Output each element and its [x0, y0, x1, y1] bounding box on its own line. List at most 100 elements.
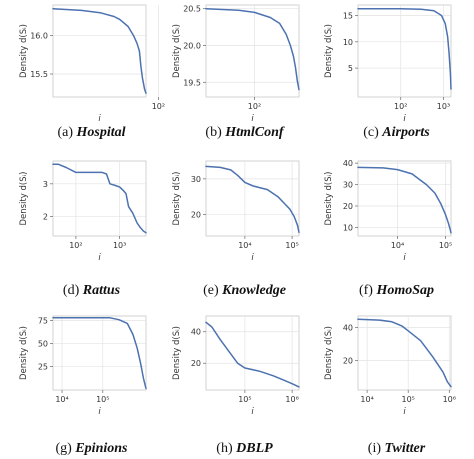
y-tick-label: 50 [38, 340, 48, 349]
y-axis-label: Density d(Sᵢ) [19, 24, 29, 78]
panel-dblp: 10⁵ 10⁶ 20 40 i Density d(Sᵢ) (h) DBLP [172, 315, 300, 456]
plot-area [52, 4, 147, 98]
subfigure-caption: (c) Airports [363, 125, 430, 140]
panel-homosap: 10⁴ 10⁵ 10 20 30 40 i Density d(Sᵢ) (f) HomoSap [324, 159, 452, 298]
y-tick-label: 10 [343, 223, 353, 232]
subfigure-caption: (e) Knowledge [203, 283, 286, 298]
panel-rattus: 10² 10³ 2 3 i Density d(Sᵢ) (d) Rattus [19, 160, 147, 298]
caption-letter: (b) [205, 125, 222, 140]
x-tick-label: 10² [248, 102, 261, 111]
caption-letter: (d) [63, 283, 80, 298]
y-tick-label: 5 [348, 64, 353, 73]
y-tick-label: 75 [38, 317, 48, 326]
y-tick-label: 15 [343, 12, 353, 21]
caption-name: DBLP [235, 441, 273, 456]
x-axis-label: i [403, 253, 406, 263]
x-axis-label: i [98, 253, 101, 263]
y-axis-label: Density d(Sᵢ) [19, 172, 29, 226]
subfigure-caption: (g) Epinions [56, 441, 129, 456]
x-tick-label: 10⁶ [285, 395, 298, 404]
caption-letter: (f) [359, 283, 373, 298]
caption-letter: (e) [203, 283, 219, 298]
y-tick-label: 40 [343, 324, 353, 333]
subfigure-caption: (b) HtmlConf [205, 125, 285, 140]
y-tick-label: 2 [43, 212, 48, 221]
plot-area [205, 4, 300, 98]
y-tick-label: 20.5 [183, 5, 201, 14]
panel-airports: 10² 10³ 5 10 15 i Density d(Sᵢ) (c) Airports [324, 4, 452, 140]
y-tick-label: 20.0 [183, 41, 201, 50]
plot-area [52, 315, 147, 391]
y-axis-label: Density d(Sᵢ) [172, 172, 182, 226]
y-tick-label: 20 [343, 356, 353, 365]
series-line [205, 7, 300, 91]
panel-htmlconf: 10² 19.5 20.0 20.5 i Density d(Sᵢ) (b) HtmlCon… [172, 4, 300, 140]
caption-letter: (g) [56, 441, 73, 456]
panel-epinions: 10⁴ 10⁵ 25 50 75 i Density d(Sᵢ) (g) Epinions [19, 315, 147, 456]
y-axis-label: Density d(Sᵢ) [324, 24, 334, 78]
y-tick-label: 40 [343, 159, 353, 168]
caption-name: HomoSap [375, 283, 434, 298]
caption-name: Knowledge [221, 283, 286, 298]
x-axis-label: i [98, 114, 101, 124]
series-line [52, 317, 147, 390]
y-tick-label: 20 [191, 359, 201, 368]
caption-name: Twitter [385, 441, 426, 456]
y-axis-label: Density d(Sᵢ) [172, 326, 182, 380]
x-tick-label: 10² [152, 102, 165, 111]
panel-hospital: 10² 15.5 16.0 i Density d(Sᵢ) (a) Hospital [19, 4, 165, 140]
x-tick-label: 10² [69, 241, 82, 250]
x-tick-label: 10⁴ [238, 241, 251, 250]
x-axis-label: i [251, 407, 254, 417]
series-line [357, 7, 452, 90]
plot-area [52, 160, 147, 237]
series-line [52, 8, 147, 94]
y-tick-label: 20 [191, 211, 201, 220]
caption-name: Airports [381, 125, 430, 140]
subfigure-caption: (h) DBLP [216, 441, 273, 456]
x-axis-label: i [251, 253, 254, 263]
x-tick-label: 10³ [113, 241, 126, 250]
caption-name: Hospital [76, 125, 126, 140]
caption-letter: (a) [57, 125, 73, 140]
x-tick-label: 10⁴ [360, 395, 373, 404]
x-tick-label: 10⁴ [55, 395, 68, 404]
x-tick-label: 10² [394, 102, 407, 111]
caption-letter: (i) [368, 441, 382, 456]
caption-letter: (h) [216, 441, 233, 456]
y-tick-label: 20 [343, 202, 353, 211]
plot-area [357, 160, 452, 237]
y-tick-label: 15.5 [30, 70, 48, 79]
series-line [205, 321, 300, 388]
x-axis-label: i [251, 114, 254, 124]
subfigure-caption: (d) Rattus [63, 283, 121, 298]
caption-letter: (c) [363, 125, 379, 140]
y-tick-label: 19.5 [183, 78, 201, 87]
caption-name: Epinions [74, 441, 128, 456]
y-tick-label: 3 [43, 180, 48, 189]
x-tick-label: 10⁵ [439, 241, 452, 250]
x-axis-label: i [403, 114, 406, 124]
x-axis-label: i [403, 407, 406, 417]
y-tick-label: 40 [191, 328, 201, 337]
y-axis-label: Density d(Sᵢ) [172, 24, 182, 78]
x-tick-label: 10⁵ [402, 395, 415, 404]
series-line [52, 163, 147, 234]
x-axis-label: i [98, 407, 101, 417]
series-line [357, 166, 452, 234]
x-tick-label: 10³ [437, 102, 450, 111]
plot-area [357, 4, 452, 98]
caption-name: Rattus [82, 283, 121, 298]
series-line [357, 318, 452, 388]
x-tick-label: 10⁵ [285, 241, 298, 250]
x-tick-label: 10⁶ [443, 395, 456, 404]
panel-twitter: 10⁴ 10⁵ 10⁶ 20 40 i Density d(Sᵢ) (i) Twitter [324, 315, 456, 456]
panel-knowledge: 10⁴ 10⁵ 20 30 i Density d(Sᵢ) (e) Knowledge [172, 160, 300, 298]
plot-area [205, 160, 300, 237]
plot-area [205, 315, 300, 391]
x-tick-label: 10⁵ [96, 395, 109, 404]
y-axis-label: Density d(Sᵢ) [19, 326, 29, 380]
y-tick-label: 25 [38, 363, 48, 372]
series-line [205, 165, 300, 234]
